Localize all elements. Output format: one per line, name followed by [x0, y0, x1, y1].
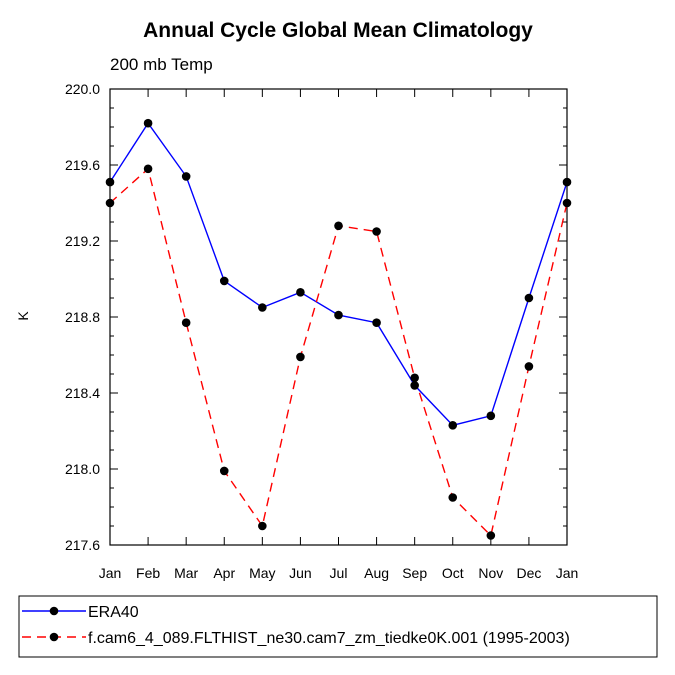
series-1-point: [334, 310, 343, 320]
series-2-point: [181, 318, 191, 328]
x-tick-label: Aug: [364, 565, 389, 581]
series-2-point: [562, 198, 572, 208]
series-1-point: [181, 172, 191, 181]
series-2-point: [486, 531, 496, 540]
series-1-point: [143, 118, 153, 128]
y-tick-label: 219.6: [65, 157, 100, 173]
y-tick-labels: 220.0 219.6 219.2 218.8 218.4 218.0 217.6: [65, 81, 100, 553]
series-1-point: [105, 177, 115, 187]
y-axis-label: K: [15, 311, 31, 321]
series-1-point: [486, 411, 496, 421]
series-2-point: [258, 521, 267, 531]
chart-subtitle: 200 mb Temp: [110, 55, 213, 74]
series-1-point: [296, 288, 305, 297]
series-1-point: [219, 276, 229, 286]
series-1-point: [258, 303, 267, 312]
x-tick-label: Oct: [442, 565, 464, 581]
x-tick-labels: Jan Feb Mar Apr May Jun Jul Aug Sep Oct Nov Dec Jan: [99, 565, 579, 581]
series-2-point: [105, 198, 115, 208]
x-tick-label: Nov: [478, 565, 503, 581]
series-2-point: [410, 373, 419, 383]
series-2-point: [524, 362, 534, 371]
legend-marker-2: [49, 632, 59, 642]
series-2-point: [372, 227, 381, 236]
y-tick-label: 219.2: [65, 233, 100, 249]
series-2-point: [219, 466, 229, 476]
y-tick-label: 217.6: [65, 537, 100, 553]
series-2-point: [143, 164, 153, 174]
legend-box: [18, 595, 658, 658]
series-1-point: [562, 177, 572, 187]
y-tick-label: 218.4: [65, 385, 100, 401]
legend-label-1: ERA40: [88, 604, 139, 621]
x-tick-label: Jul: [330, 565, 348, 581]
series-layer: [105, 118, 572, 540]
series-1-point: [372, 318, 381, 328]
x-tick-label: Jun: [289, 565, 312, 581]
chart-title: Annual Cycle Global Mean Climatology: [143, 19, 533, 42]
x-tick-label: Mar: [174, 565, 198, 581]
x-tick-label: Sep: [402, 565, 427, 581]
x-tick-label: Jan: [556, 565, 579, 581]
legend-marker-1: [49, 606, 59, 616]
y-tick-label: 218.8: [65, 309, 100, 325]
y-tick-label: 220.0: [65, 81, 100, 97]
series-2-point: [448, 493, 458, 502]
series-2-point: [334, 221, 343, 231]
series-2-point: [296, 352, 305, 362]
x-tick-label: May: [249, 565, 275, 581]
series-1-point: [410, 381, 419, 390]
series-1-point: [524, 293, 534, 303]
x-tick-label: Jan: [99, 565, 122, 581]
x-tick-label: Apr: [213, 565, 235, 581]
series-line-1: [109, 121, 568, 427]
series-1-point: [448, 421, 458, 430]
legend: ERA40 f.cam6_4_089.FLTHIST_ne30.cam7_zm_t…: [22, 604, 570, 647]
y-tick-label: 218.0: [65, 461, 100, 477]
legend-label-2: f.cam6_4_089.FLTHIST_ne30.cam7_zm_tiedke…: [88, 630, 570, 647]
x-tick-label: Dec: [516, 565, 541, 581]
x-tick-label: Feb: [136, 565, 160, 581]
